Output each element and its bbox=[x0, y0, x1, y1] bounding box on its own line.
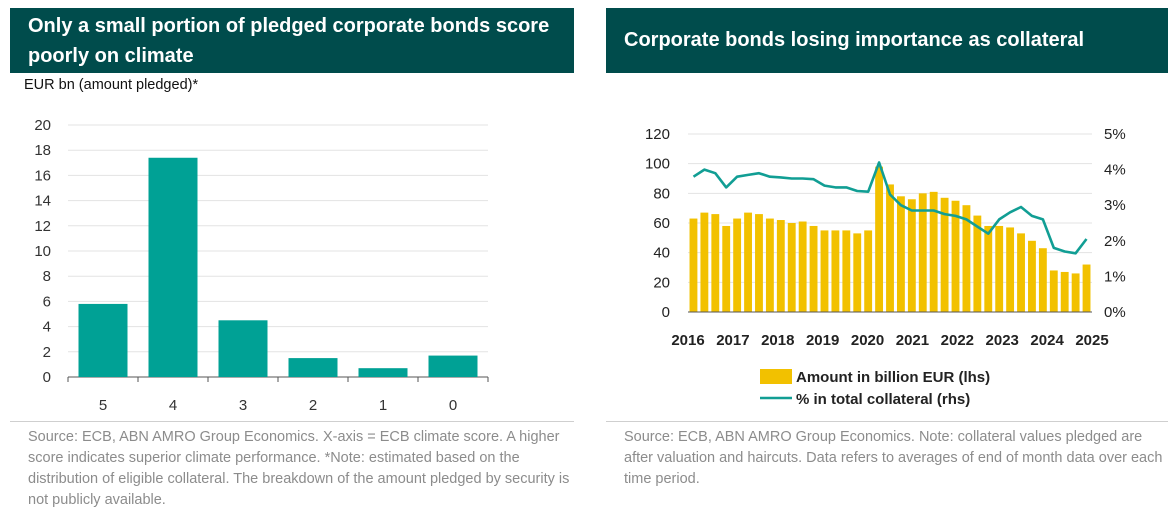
y-left-tick-label: 80 bbox=[653, 185, 670, 202]
y-left-tick-label: 40 bbox=[653, 245, 670, 262]
x-tick-label: 0 bbox=[449, 397, 457, 414]
left-chart-title: Only a small portion of pledged corporat… bbox=[10, 8, 574, 73]
x-tick-label: 2016 bbox=[671, 332, 704, 349]
x-tick-label: 5 bbox=[99, 397, 107, 414]
x-tick-label: 2020 bbox=[851, 332, 884, 349]
y-tick-label: 20 bbox=[34, 117, 51, 134]
y-tick-label: 12 bbox=[34, 218, 51, 235]
x-tick-label: 3 bbox=[239, 397, 247, 414]
x-tick-label: 2 bbox=[309, 397, 317, 414]
y-tick-label: 0 bbox=[43, 369, 51, 386]
y-tick-label: 10 bbox=[34, 243, 51, 260]
right-chart-panel: Corporate bonds losing importance as col… bbox=[606, 0, 1168, 532]
amount-bar bbox=[973, 215, 982, 312]
y-left-tick-label: 100 bbox=[645, 156, 670, 173]
amount-bar bbox=[1071, 273, 1080, 312]
amount-bar bbox=[1017, 233, 1025, 312]
right-divider bbox=[606, 421, 1168, 422]
amount-bar bbox=[1060, 271, 1069, 312]
bar bbox=[428, 355, 478, 377]
amount-bar bbox=[787, 223, 796, 312]
legend-label-amount: Amount in billion EUR (lhs) bbox=[796, 369, 990, 386]
y-tick-label: 2 bbox=[43, 344, 51, 361]
amount-bar bbox=[907, 199, 916, 312]
x-tick-label: 2018 bbox=[761, 332, 794, 349]
amount-bar bbox=[809, 225, 818, 312]
x-tick-label: 2017 bbox=[716, 332, 749, 349]
bar bbox=[78, 303, 128, 377]
amount-bar bbox=[1038, 248, 1047, 312]
x-tick-label: 2024 bbox=[1030, 332, 1064, 349]
amount-bar bbox=[733, 218, 742, 312]
bar bbox=[148, 157, 198, 377]
y-tick-label: 4 bbox=[43, 319, 51, 336]
amount-bar bbox=[984, 225, 993, 312]
amount-bar bbox=[940, 197, 949, 312]
amount-bar bbox=[995, 225, 1004, 312]
bar bbox=[358, 368, 408, 377]
amount-bar bbox=[864, 230, 873, 312]
amount-bar bbox=[744, 212, 752, 312]
amount-bar bbox=[755, 214, 763, 312]
y-tick-label: 18 bbox=[34, 142, 51, 159]
left-divider bbox=[10, 421, 574, 422]
right-chart-title: Corporate bonds losing importance as col… bbox=[606, 8, 1168, 73]
y-right-tick-label: 1% bbox=[1104, 268, 1126, 285]
amount-bar bbox=[700, 212, 709, 312]
left-chart-unit-label: EUR bn (amount pledged)* bbox=[24, 77, 199, 93]
amount-bar bbox=[689, 218, 698, 312]
x-tick-label: 2022 bbox=[941, 332, 974, 349]
y-tick-label: 14 bbox=[34, 193, 51, 210]
amount-bar bbox=[831, 230, 840, 312]
y-right-tick-label: 0% bbox=[1104, 304, 1126, 321]
amount-bar bbox=[1006, 227, 1015, 312]
x-tick-label: 2021 bbox=[896, 332, 929, 349]
y-right-tick-label: 2% bbox=[1104, 233, 1126, 250]
amount-bar bbox=[962, 205, 971, 312]
amount-bar bbox=[1028, 240, 1036, 312]
y-tick-label: 6 bbox=[43, 293, 51, 310]
left-chart-source: Source: ECB, ABN AMRO Group Economics. X… bbox=[28, 429, 570, 508]
x-tick-label: 1 bbox=[379, 397, 387, 414]
amount-bar bbox=[798, 221, 807, 312]
y-left-tick-label: 0 bbox=[662, 304, 670, 321]
amount-bar bbox=[929, 191, 938, 312]
y-tick-label: 8 bbox=[43, 268, 51, 285]
y-left-tick-label: 120 bbox=[645, 126, 670, 143]
percent-line bbox=[692, 161, 1088, 255]
amount-bar bbox=[820, 230, 829, 312]
y-right-tick-label: 3% bbox=[1104, 197, 1126, 214]
y-left-tick-label: 20 bbox=[653, 274, 670, 291]
bar bbox=[288, 358, 338, 377]
amount-bar bbox=[853, 233, 862, 312]
y-left-tick-label: 60 bbox=[653, 215, 670, 232]
amount-bar bbox=[776, 220, 785, 312]
amount-bar bbox=[1082, 264, 1091, 312]
y-right-tick-label: 5% bbox=[1104, 126, 1126, 143]
x-tick-label: 2023 bbox=[986, 332, 1019, 349]
legend-swatch-amount bbox=[760, 369, 792, 384]
y-right-tick-label: 4% bbox=[1104, 162, 1126, 179]
legend-label-percent: % in total collateral (rhs) bbox=[796, 391, 970, 408]
x-tick-label: 4 bbox=[169, 397, 177, 414]
amount-bar bbox=[886, 184, 894, 312]
right-chart-source: Source: ECB, ABN AMRO Group Economics. N… bbox=[624, 429, 1163, 487]
bar bbox=[218, 320, 268, 377]
left-chart-panel: Only a small portion of pledged corporat… bbox=[10, 0, 574, 532]
x-tick-label: 2025 bbox=[1075, 332, 1108, 349]
y-tick-label: 16 bbox=[34, 167, 51, 184]
right-combo-chart: 0 20 40 60 80 100 120 0% 1% 2% 3% 4% 5% 2016 2017 2018 2… bbox=[645, 126, 1126, 408]
amount-bar bbox=[896, 196, 905, 312]
amount-bar bbox=[951, 200, 960, 312]
amount-bar bbox=[722, 225, 731, 312]
amount-bar bbox=[918, 193, 927, 312]
x-tick-label: 2019 bbox=[806, 332, 839, 349]
amount-bar bbox=[1049, 270, 1058, 312]
amount-bar bbox=[842, 230, 851, 312]
amount-bar bbox=[765, 218, 774, 312]
amount-bar bbox=[875, 166, 884, 312]
amount-bar bbox=[711, 214, 720, 312]
